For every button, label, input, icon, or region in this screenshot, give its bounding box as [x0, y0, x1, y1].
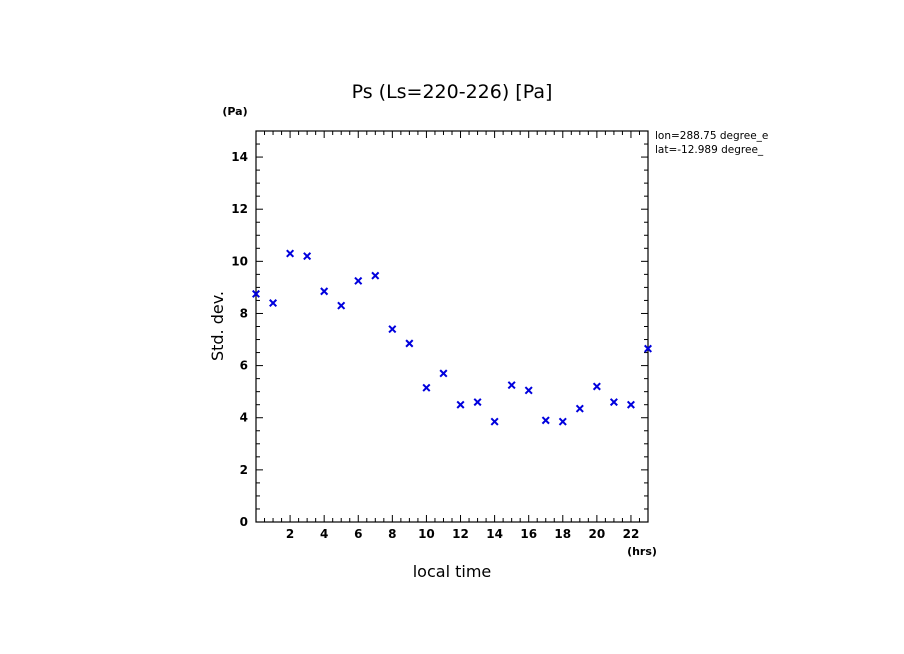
y-tick-label: 10 — [231, 254, 248, 268]
data-point — [507, 381, 516, 390]
y-tick-label: 14 — [231, 150, 248, 164]
x-tick-label: 12 — [452, 527, 469, 541]
data-point — [643, 344, 653, 353]
x-tick-label: 4 — [320, 527, 328, 541]
x-tick-label: 10 — [418, 527, 435, 541]
data-point — [354, 276, 363, 285]
y-tick-label: 0 — [240, 515, 248, 529]
x-axis-title: local time — [413, 562, 492, 581]
x-tick-label: 20 — [589, 527, 606, 541]
data-point — [303, 252, 312, 261]
data-point — [337, 301, 346, 310]
chart-title: Ps (Ls=220-226) [Pa] — [352, 81, 553, 103]
data-point — [524, 386, 533, 395]
y-tick-label: 12 — [231, 202, 248, 216]
data-point — [405, 339, 414, 348]
data-point — [320, 287, 329, 296]
annotation-lat: lat=-12.989 degree_ — [655, 144, 764, 156]
data-point — [626, 400, 635, 409]
x-tick-label: 14 — [486, 527, 503, 541]
x-tick-label: 16 — [520, 527, 537, 541]
data-point — [609, 398, 618, 407]
axes: 0 2 4 6 8 10 12 14 2 4 6 8 10 12 14 16 18 20 22 — [231, 130, 649, 541]
y-axis-title: Std. dev. — [208, 291, 227, 361]
x-tick-label: 2 — [286, 527, 294, 541]
data-point — [269, 299, 278, 308]
data-point — [558, 417, 567, 426]
annotation-lon: lon=288.75 degree_e — [655, 130, 768, 142]
y-tick-label: 6 — [240, 359, 248, 373]
y-tick-label: 4 — [240, 411, 248, 425]
plot-frame — [255, 130, 649, 523]
data-point — [592, 382, 601, 391]
x-unit-label: (hrs) — [627, 545, 657, 558]
data-point — [575, 404, 584, 413]
x-tick-label: 8 — [388, 527, 396, 541]
data-point — [251, 289, 261, 298]
data-point — [286, 249, 295, 258]
y-tick-label: 8 — [240, 306, 248, 320]
data-point — [473, 398, 482, 407]
data-points — [251, 249, 653, 426]
data-point — [490, 417, 499, 426]
data-point — [388, 325, 397, 334]
data-point — [456, 400, 465, 409]
x-tick-label: 22 — [623, 527, 640, 541]
y-tick-label: 2 — [240, 463, 248, 477]
data-point — [439, 369, 448, 378]
data-point — [371, 271, 380, 280]
x-tick-label: 18 — [554, 527, 571, 541]
data-point — [422, 383, 431, 392]
data-point — [541, 416, 550, 425]
x-tick-label: 6 — [354, 527, 362, 541]
y-unit-label: (Pa) — [222, 105, 247, 118]
